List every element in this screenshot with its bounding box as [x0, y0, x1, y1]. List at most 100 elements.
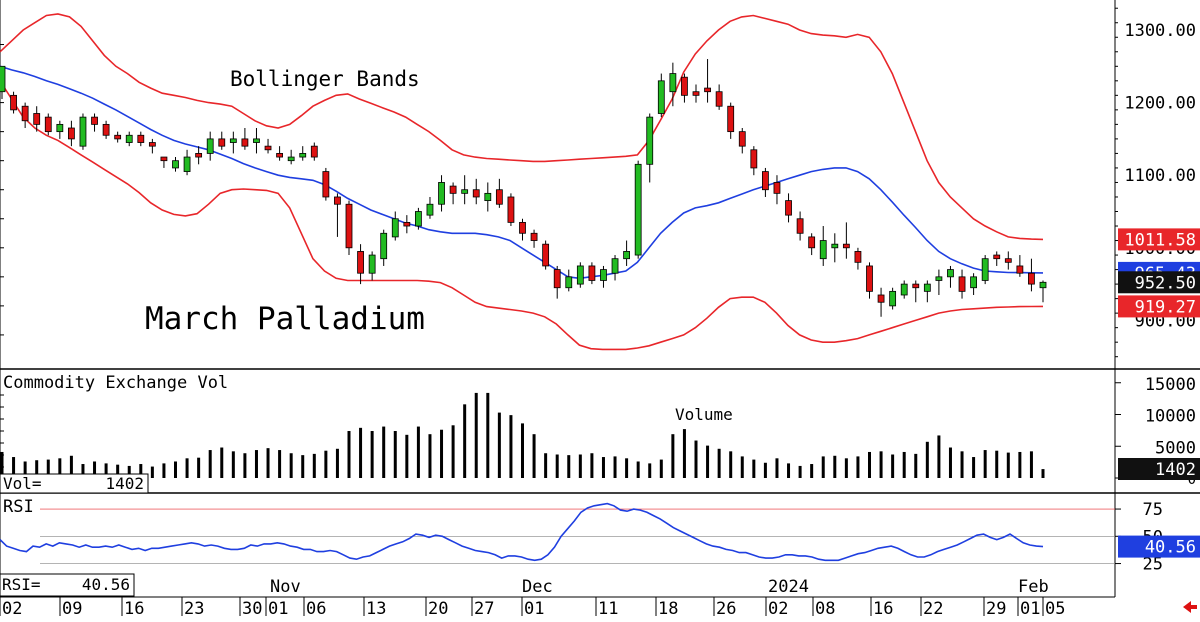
volume-bar	[405, 434, 409, 478]
candle-body	[970, 276, 977, 289]
candle-body	[727, 105, 735, 133]
volume-bar	[197, 457, 201, 478]
candle-body	[553, 269, 561, 289]
candle-body	[704, 87, 711, 93]
candle-body	[808, 236, 816, 249]
volume-bar	[625, 458, 629, 478]
volume-bar	[521, 423, 524, 478]
volume-bar	[474, 392, 478, 478]
volume-bar	[671, 434, 675, 478]
scroll-right-arrow-icon[interactable]	[1183, 601, 1197, 613]
candle-body	[114, 134, 122, 140]
candle-body	[310, 145, 318, 158]
volume-bar	[1029, 451, 1033, 478]
candle-body	[681, 76, 688, 96]
volume-bar	[440, 429, 444, 478]
candle-body	[657, 80, 665, 114]
volume-bar	[821, 456, 825, 478]
candle-body	[426, 203, 434, 216]
volume-bar	[289, 453, 293, 478]
volume-bar	[729, 451, 733, 478]
candle-body	[44, 116, 52, 133]
candle-body	[831, 243, 839, 249]
candle-body	[762, 171, 769, 191]
candle-body	[218, 138, 226, 147]
x-axis-day-label: 16	[124, 599, 144, 618]
candle-body	[889, 290, 897, 307]
bollinger-bands-label: Bollinger Bands	[230, 67, 420, 91]
candle-body	[600, 269, 607, 281]
candle-body	[565, 276, 573, 289]
volume-bar	[567, 455, 571, 478]
x-axis-day-label: 22	[923, 599, 943, 618]
volume-tag-box	[1118, 458, 1200, 480]
x-axis-day-label: 05	[1045, 599, 1065, 618]
price-axis-label: 1300.00	[1124, 21, 1196, 41]
x-axis-day-label: 23	[184, 599, 204, 618]
volume-bar	[139, 464, 143, 478]
candle-body	[229, 138, 237, 143]
candle-body	[276, 153, 284, 158]
volume-bar	[382, 426, 386, 478]
price-tag-box	[1118, 228, 1200, 251]
candle-body	[287, 156, 295, 162]
candle-body	[449, 185, 457, 194]
x-axis-month-label: 2024	[768, 577, 809, 597]
candle-body	[299, 153, 307, 158]
volume-bar	[208, 450, 212, 478]
candle-body	[472, 189, 480, 198]
x-axis-day-label: 09	[62, 599, 82, 618]
volume-bar	[451, 425, 455, 478]
rsi-tag-box	[1118, 535, 1200, 558]
rsi-readout-label: RSI=	[2, 575, 41, 594]
volume-bar	[185, 458, 189, 478]
volume-bar	[0, 451, 4, 478]
candle-body	[842, 243, 850, 249]
candle-body	[183, 156, 191, 172]
candle-body	[773, 182, 781, 194]
candle-body	[611, 258, 619, 274]
candle-body	[0, 65, 6, 93]
candle-body	[484, 192, 492, 202]
candle-body	[519, 221, 526, 234]
candle-body	[947, 269, 954, 278]
price-tag-label: 952.50	[1135, 273, 1196, 293]
x-axis-day-label: 01	[524, 599, 544, 618]
candle-body	[877, 294, 885, 303]
candle-body	[692, 91, 700, 96]
volume-bar	[1006, 452, 1010, 478]
x-axis-day-label: 01	[268, 599, 288, 618]
volume-bar	[532, 434, 536, 478]
volume-bar	[497, 412, 501, 478]
candle-body	[854, 251, 862, 263]
volume-bar	[544, 453, 548, 478]
candle-body	[530, 232, 538, 241]
price-axis-label: 1100.00	[1124, 166, 1196, 186]
volume-panel-title: Commodity Exchange Vol	[3, 373, 228, 393]
volume-bar	[914, 453, 918, 478]
price-axis-label: 1200.00	[1124, 94, 1196, 114]
volume-bar	[335, 448, 339, 478]
candle-body	[993, 254, 1001, 260]
x-axis-month-label: Dec	[522, 577, 553, 597]
volume-bar	[798, 465, 802, 478]
rsi-readout-value: 40.56	[82, 575, 130, 594]
volume-bar	[35, 460, 39, 478]
volume-axis-label: 15000	[1145, 375, 1196, 395]
candle-body	[68, 127, 75, 140]
volume-bar	[370, 431, 374, 478]
x-axis-day-label: 08	[815, 599, 835, 618]
candle-body	[935, 276, 943, 281]
candle-body	[1004, 258, 1012, 263]
volume-bar	[12, 457, 16, 478]
candle-body	[253, 138, 260, 143]
volume-bar	[682, 429, 686, 478]
volume-bar	[220, 447, 224, 478]
volume-bar	[486, 392, 490, 478]
volume-axis-label: 10000	[1145, 407, 1196, 427]
x-axis-day-label: 02	[2, 599, 22, 618]
candle-body	[137, 134, 145, 143]
volume-bar	[775, 458, 779, 478]
volume-bar	[879, 451, 883, 478]
